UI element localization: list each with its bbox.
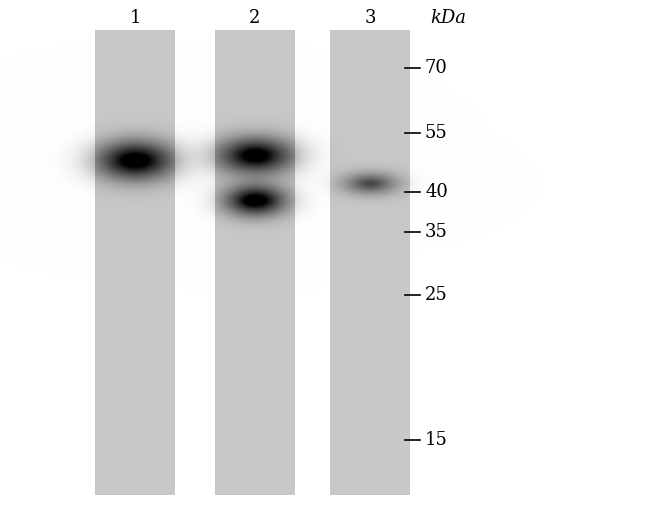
Text: 35: 35 bbox=[425, 223, 448, 241]
Text: 40: 40 bbox=[425, 183, 448, 201]
Text: 1: 1 bbox=[129, 9, 141, 27]
Text: 70: 70 bbox=[425, 59, 448, 77]
Text: 25: 25 bbox=[425, 286, 448, 304]
Text: 3: 3 bbox=[364, 9, 376, 27]
Text: 2: 2 bbox=[250, 9, 261, 27]
Text: kDa: kDa bbox=[430, 9, 466, 27]
Text: 15: 15 bbox=[425, 431, 448, 449]
Text: 55: 55 bbox=[425, 124, 448, 142]
